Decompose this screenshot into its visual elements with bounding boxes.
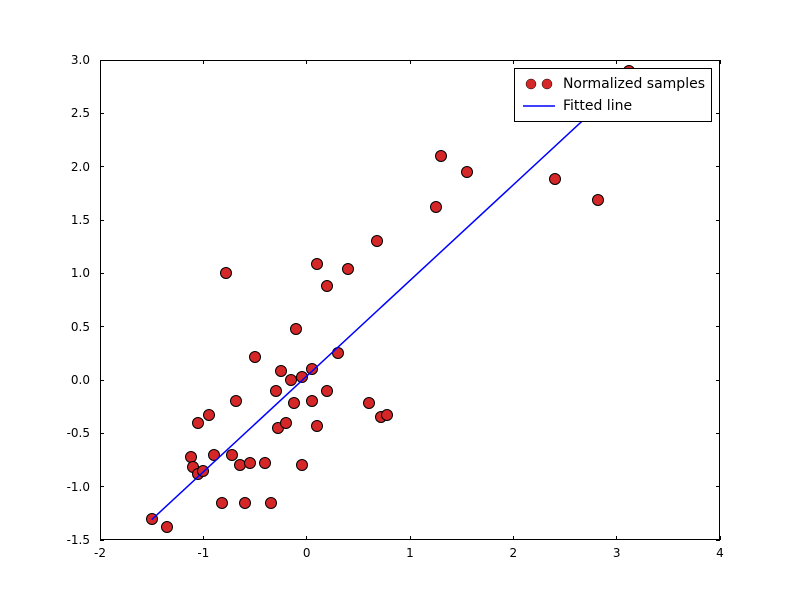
- legend: Normalized samples Fitted line: [514, 68, 712, 122]
- legend-entry-scatter: Normalized samples: [521, 73, 705, 95]
- legend-label-scatter: Normalized samples: [563, 76, 705, 92]
- legend-label-line: Fitted line: [563, 98, 632, 114]
- figure: -2-101234-1.5-1.0-0.50.00.51.01.52.02.53…: [0, 0, 800, 600]
- legend-swatch-scatter: [521, 75, 557, 93]
- fitted-line: [152, 78, 629, 520]
- legend-swatch-line: [521, 97, 557, 115]
- legend-entry-line: Fitted line: [521, 95, 705, 117]
